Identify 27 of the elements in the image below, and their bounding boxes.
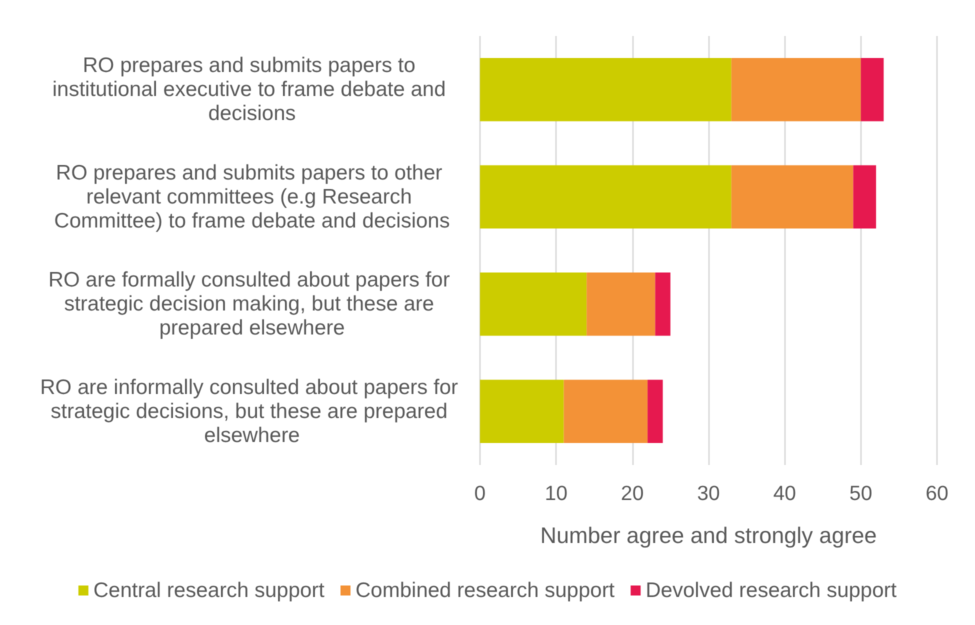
y-tick-label: RO prepares and submits papers to other relevant committees (e.g Research Committee) to frame debate and decisions — [54, 161, 450, 232]
y-tick-label: RO are informally consulted about papers for strategic decisions, but these are prepared elsewhere — [40, 376, 464, 447]
bar — [564, 380, 648, 444]
x-tick-label: 40 — [773, 482, 796, 505]
bar — [480, 165, 732, 229]
x-tick-label: 10 — [544, 482, 568, 505]
bar — [480, 58, 732, 122]
x-tick-label: 50 — [849, 482, 872, 505]
legend-label: Combined research support — [356, 579, 615, 602]
x-tick-label: 20 — [620, 482, 644, 505]
x-tick-label: 60 — [926, 482, 948, 505]
x-axis-title: Number agree and strongly agree — [540, 523, 877, 548]
y-tick-label: RO prepares and submits papers to institutional executive to frame debate and decisions — [52, 54, 452, 126]
legend-label: Devolved research support — [646, 579, 897, 602]
bar — [648, 380, 663, 444]
y-tick-label: RO are formally consulted about papers for strategic decision making, but these are prepared elsewhere — [48, 268, 456, 340]
bar — [731, 165, 854, 229]
bar — [655, 272, 670, 336]
bar — [480, 380, 564, 444]
bar — [853, 165, 876, 229]
x-tick-label: 0 — [474, 482, 486, 505]
bar — [586, 272, 656, 336]
bar — [860, 58, 884, 122]
legend-label: Central research support — [93, 579, 325, 602]
x-tick-label: 30 — [697, 482, 720, 505]
bar — [480, 272, 587, 336]
bar — [731, 58, 861, 122]
